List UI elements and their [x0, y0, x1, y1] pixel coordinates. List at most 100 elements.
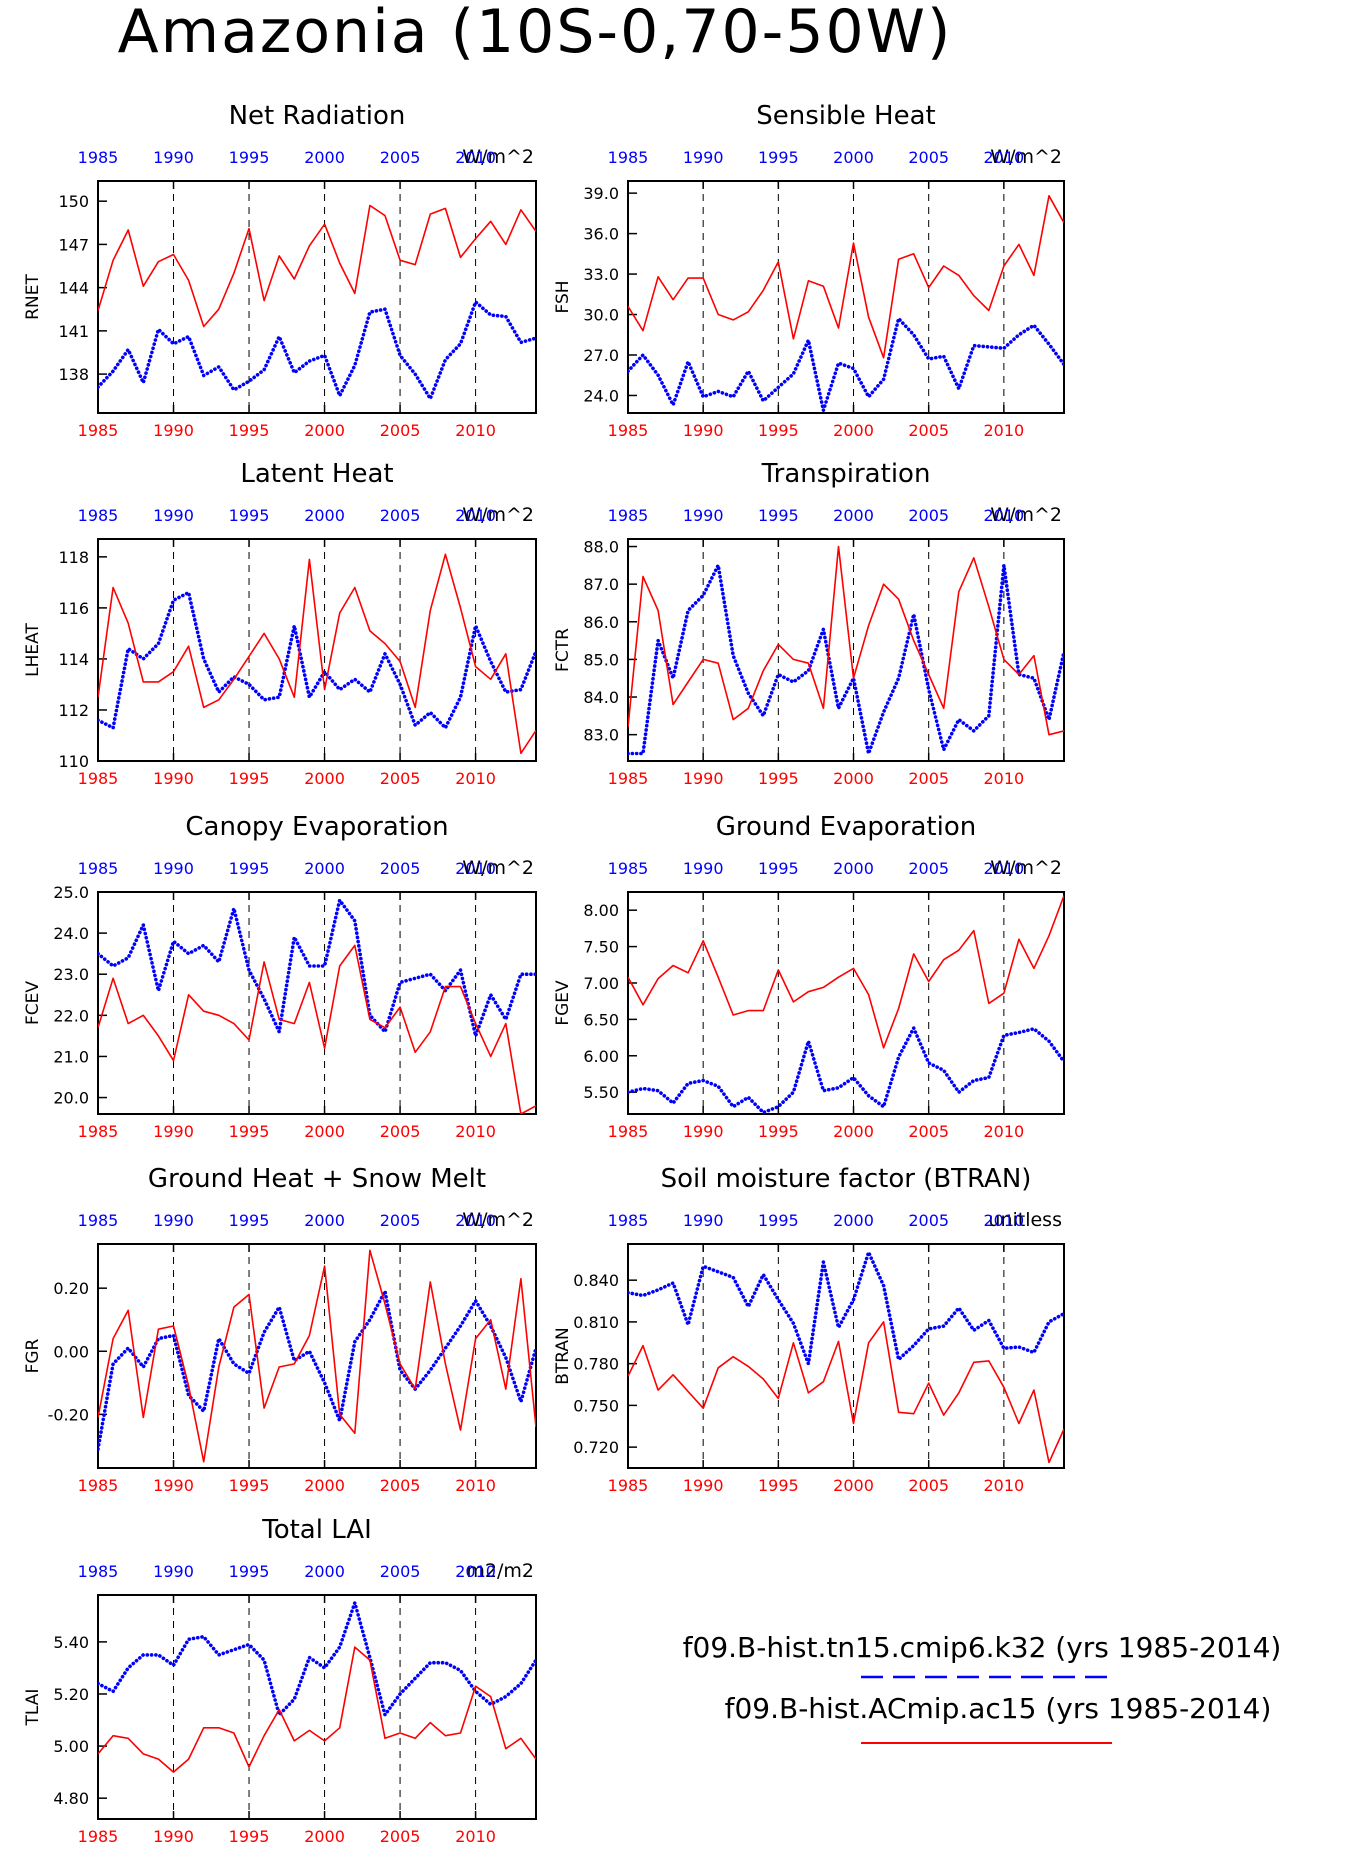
y-axis-label: FGR	[23, 1338, 43, 1373]
y-tick-label: 138	[58, 365, 89, 384]
y-tick-label: 85.0	[583, 650, 619, 669]
x-tick-label-bottom: 2000	[833, 769, 874, 788]
series-group	[98, 204, 536, 401]
plot-frame	[97, 1594, 537, 1820]
y-tick-label: 5.50	[583, 1083, 619, 1102]
y-tick-label: 0.00	[53, 1342, 89, 1361]
plot-frame	[97, 1243, 537, 1469]
x-tick-label-top: 2000	[304, 859, 345, 878]
y-tick-label: 39.0	[583, 184, 619, 203]
x-tick-label-top: 1990	[153, 859, 194, 878]
panel-title: Sensible Heat	[756, 101, 935, 131]
x-tick-label-top: 2010	[455, 859, 496, 878]
panel-lheat: Latent Heat W/m^2 LHEAT 1985 1985 1990 1990 199…	[23, 459, 537, 788]
y-tick-label: 20.0	[53, 1089, 89, 1108]
y-tick-label: 0.840	[573, 1271, 619, 1290]
x-tick-label-bottom: 2010	[984, 1476, 1025, 1495]
y-tick-label: 5.00	[53, 1737, 89, 1756]
y-tick-label: 21.0	[53, 1047, 89, 1066]
x-tick-label-bottom: 1985	[608, 769, 649, 788]
x-tick-label-bottom: 2005	[908, 1122, 949, 1141]
x-tick-label-top: 2000	[833, 148, 874, 167]
y-tick-label: 27.0	[583, 346, 619, 365]
panel-title: Soil moisture factor (BTRAN)	[661, 1164, 1032, 1194]
x-tick-label-top: 1990	[153, 1211, 194, 1230]
y-tick-label: 24.0	[583, 386, 619, 405]
x-tick-label-bottom: 1995	[758, 769, 799, 788]
x-tick-label-top: 2000	[304, 1211, 345, 1230]
x-tick-label-top: 1990	[683, 506, 724, 525]
units-label: W/m^2	[462, 1209, 534, 1231]
x-tick-label-bottom: 2005	[380, 1476, 421, 1495]
x-tick-label-top: 1985	[608, 148, 649, 167]
series-line-b	[628, 195, 1064, 359]
x-tick-label-bottom: 1990	[683, 1122, 724, 1141]
panel-title: Transpiration	[761, 459, 931, 489]
panel-title: Net Radiation	[229, 101, 406, 131]
x-tick-label-top: 2000	[304, 1562, 345, 1581]
x-tick-label-top: 2010	[455, 1562, 496, 1581]
series-group	[628, 1250, 1064, 1464]
panels: Net Radiation W/m^2 RNET 1985 1985 1990 1990 19…	[23, 101, 1065, 1846]
y-axis-label: TLAI	[23, 1689, 43, 1727]
y-tick-label: 25.0	[53, 883, 89, 902]
series-line-a	[628, 316, 1064, 413]
x-tick-label-top: 1995	[229, 506, 270, 525]
panel-title: Latent Heat	[240, 459, 393, 489]
x-tick-label-bottom: 1995	[758, 1476, 799, 1495]
x-tick-label-top: 2005	[908, 859, 949, 878]
y-tick-label: 110	[58, 752, 89, 771]
x-tick-label-top: 1985	[78, 1211, 119, 1230]
panel-title: Total LAI	[261, 1515, 372, 1545]
plot-frame	[97, 891, 537, 1115]
y-tick-label: 83.0	[583, 726, 619, 745]
x-tick-label-top: 2010	[455, 148, 496, 167]
x-tick-label-bottom: 1990	[683, 1476, 724, 1495]
y-tick-label: 23.0	[53, 965, 89, 984]
x-tick-label-top: 2000	[304, 148, 345, 167]
x-tick-label-bottom: 2005	[380, 1122, 421, 1141]
panel-fsh: Sensible Heat W/m^2 FSH 1985 1985 1990 1990 199…	[553, 101, 1065, 440]
y-tick-label: 0.810	[573, 1313, 619, 1332]
x-tick-label-top: 1985	[608, 1211, 649, 1230]
series-line-b	[628, 1321, 1064, 1464]
x-tick-label-top: 1995	[758, 1211, 799, 1230]
y-axis-label: FCEV	[23, 981, 43, 1025]
x-tick-label-top: 1995	[229, 1211, 270, 1230]
y-tick-label: 7.00	[583, 974, 619, 993]
series-line-a	[628, 1250, 1064, 1366]
y-tick-label: 4.80	[53, 1789, 89, 1808]
x-tick-label-bottom: 2000	[833, 1122, 874, 1141]
x-tick-label-bottom: 1995	[758, 421, 799, 440]
series-group	[628, 895, 1064, 1114]
y-tick-label: 7.50	[583, 938, 619, 957]
y-tick-label: 147	[58, 235, 89, 254]
figure-title: Amazonia (10S-0,70-50W)	[118, 0, 953, 67]
x-tick-label-bottom: 2000	[304, 1827, 345, 1846]
series-line-a	[98, 1289, 536, 1451]
series-group	[628, 545, 1064, 756]
x-tick-label-bottom: 1990	[153, 1122, 194, 1141]
units-label: W/m^2	[990, 504, 1062, 526]
x-tick-label-bottom: 1990	[153, 1827, 194, 1846]
series-line-b	[98, 204, 536, 328]
x-tick-label-bottom: 2000	[304, 1476, 345, 1495]
y-tick-label: 0.20	[53, 1279, 89, 1298]
y-tick-label: 141	[58, 322, 89, 341]
y-tick-label: 36.0	[583, 225, 619, 244]
plot-frame	[627, 1243, 1065, 1469]
panel-title: Ground Heat + Snow Melt	[148, 1164, 486, 1194]
x-tick-label-top: 2005	[380, 859, 421, 878]
y-axis-label: BTRAN	[553, 1327, 573, 1385]
y-tick-label: 84.0	[583, 688, 619, 707]
x-tick-label-bottom: 1995	[229, 1827, 270, 1846]
y-tick-label: 112	[58, 701, 89, 720]
x-tick-label-bottom: 2000	[304, 1122, 345, 1141]
x-tick-label-top: 1985	[78, 148, 119, 167]
x-tick-label-top: 2005	[380, 1562, 421, 1581]
y-axis-label: FSH	[553, 280, 573, 313]
x-tick-label-top: 2010	[455, 1211, 496, 1230]
x-tick-label-top: 1995	[758, 506, 799, 525]
x-tick-label-top: 2010	[984, 1211, 1025, 1230]
